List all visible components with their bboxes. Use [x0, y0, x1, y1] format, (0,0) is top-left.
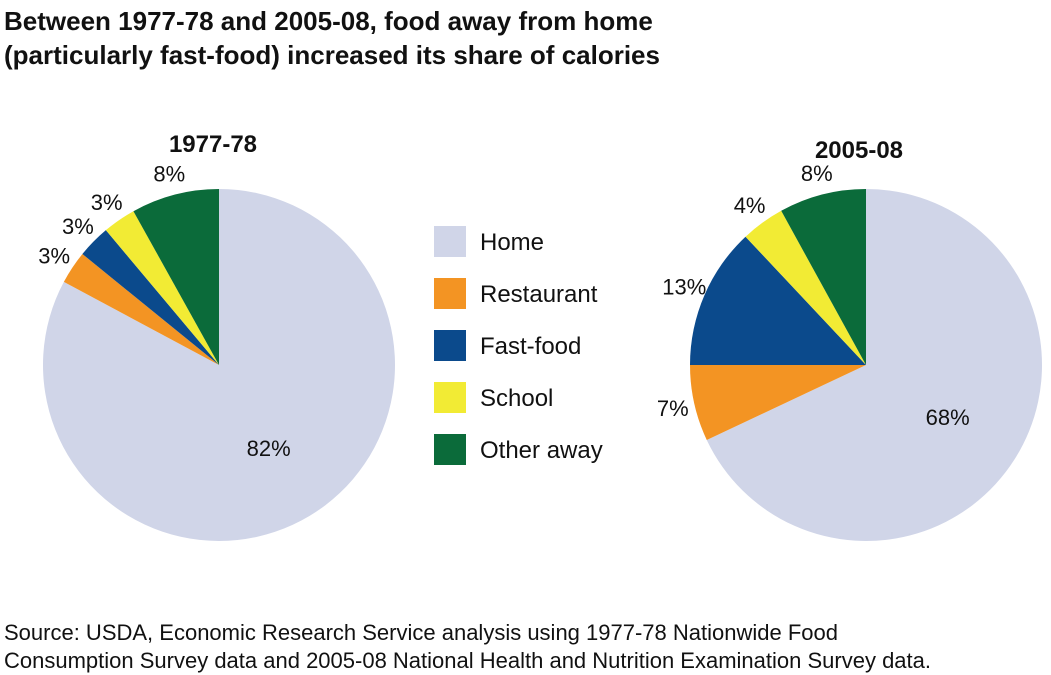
- pie-slice-school: [745, 210, 866, 365]
- legend-item-fast-food: Fast-food: [434, 330, 581, 361]
- pie-slice-home: [706, 189, 1042, 541]
- legend-item-home: Home: [434, 226, 544, 257]
- pie-slice-fast-food: [690, 236, 866, 365]
- legend-item-school: School: [434, 382, 553, 413]
- pie-slice-other-away: [133, 189, 219, 365]
- legend-swatch: [434, 382, 466, 413]
- chart-title-line-2: (particularly fast-food) increased its s…: [4, 40, 660, 70]
- legend: Home Restaurant Fast-food School Other away: [434, 226, 603, 465]
- data-label-school: 4%: [734, 193, 766, 218]
- pie-slice-fast-food: [82, 230, 220, 365]
- pie-2005-08: 68% 7% 13% 4% 8%2005-08: [657, 137, 1042, 541]
- source-line-1: Source: USDA, Economic Research Service …: [4, 620, 838, 645]
- legend-label: Home: [480, 229, 544, 256]
- legend-label: Restaurant: [480, 281, 598, 308]
- chart-title: Between 1977-78 and 2005-08, food away f…: [4, 4, 660, 72]
- pie-slice-restaurant: [690, 365, 866, 440]
- pie-slice-home: [42, 189, 395, 541]
- data-label-other-away: 8%: [801, 161, 833, 186]
- legend-swatch: [434, 278, 466, 309]
- data-label-fast-food: 13%: [662, 274, 706, 299]
- data-label-home: 68%: [926, 405, 970, 430]
- pie-title: 2005-08: [815, 137, 903, 164]
- pie-1977-78: 82%3%3%3%8%1977-78: [38, 131, 395, 541]
- source-line-2: Consumption Survey data and 2005-08 Nati…: [4, 648, 931, 673]
- data-label-restaurant: 3%: [38, 243, 70, 268]
- pie-slice-other-away: [781, 189, 866, 365]
- legend-swatch: [434, 226, 466, 257]
- data-label-fast-food: 3%: [62, 214, 94, 239]
- legend-label: Fast-food: [480, 333, 581, 360]
- legend-item-restaurant: Restaurant: [434, 278, 598, 309]
- data-label-school: 3%: [91, 190, 123, 215]
- chart-title-line-1: Between 1977-78 and 2005-08, food away f…: [4, 6, 653, 36]
- legend-label: Other away: [480, 437, 603, 464]
- legend-swatch: [434, 434, 466, 465]
- pie-slice-school: [105, 211, 219, 365]
- pie-slice-restaurant: [63, 254, 219, 365]
- legend-item-other-away: Other away: [434, 434, 603, 465]
- data-label-other-away: 8%: [153, 161, 185, 186]
- source-note: Source: USDA, Economic Research Service …: [4, 619, 931, 675]
- pie-title: 1977-78: [169, 131, 257, 158]
- data-label-home: 82%: [247, 436, 291, 461]
- data-label-restaurant: 7%: [657, 396, 689, 421]
- legend-swatch: [434, 330, 466, 361]
- legend-label: School: [480, 385, 553, 412]
